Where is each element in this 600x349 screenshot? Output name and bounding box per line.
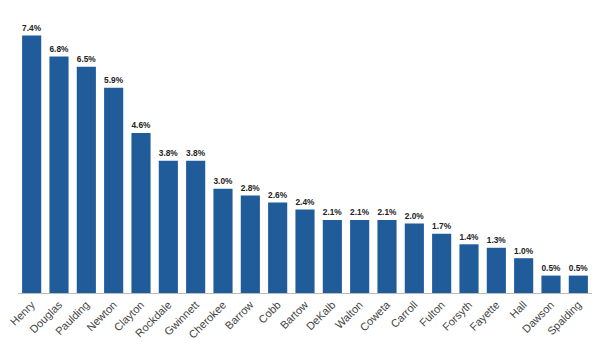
svg-text:2.6%: 2.6% xyxy=(268,190,288,200)
svg-text:Paulding: Paulding xyxy=(53,299,92,338)
svg-text:Coweta: Coweta xyxy=(357,298,392,333)
svg-text:Barrow: Barrow xyxy=(223,298,256,331)
svg-text:Clayton: Clayton xyxy=(111,299,146,334)
svg-text:3.8%: 3.8% xyxy=(186,148,206,158)
svg-text:1.3%: 1.3% xyxy=(487,235,507,245)
svg-text:6.5%: 6.5% xyxy=(77,54,97,64)
svg-text:DeKalb: DeKalb xyxy=(304,299,338,333)
svg-text:Spalding: Spalding xyxy=(545,299,584,338)
svg-text:0.5%: 0.5% xyxy=(541,263,561,273)
svg-text:Cherokee: Cherokee xyxy=(186,299,228,341)
svg-text:1.7%: 1.7% xyxy=(432,221,452,231)
svg-text:Newton: Newton xyxy=(84,299,119,334)
svg-text:Forsyth: Forsyth xyxy=(440,299,474,333)
svg-text:Fulton: Fulton xyxy=(417,299,447,329)
svg-text:1.4%: 1.4% xyxy=(459,232,479,242)
svg-text:2.0%: 2.0% xyxy=(405,211,425,221)
svg-text:0.5%: 0.5% xyxy=(569,263,589,273)
svg-text:Hall: Hall xyxy=(507,299,529,321)
svg-text:2.1%: 2.1% xyxy=(350,207,370,217)
svg-text:1.0%: 1.0% xyxy=(514,246,534,256)
svg-text:2.4%: 2.4% xyxy=(295,197,315,207)
svg-text:Douglas: Douglas xyxy=(27,298,64,335)
svg-text:4.6%: 4.6% xyxy=(131,120,151,130)
svg-text:2.1%: 2.1% xyxy=(323,207,343,217)
svg-text:5.9%: 5.9% xyxy=(104,75,124,85)
svg-text:2.8%: 2.8% xyxy=(241,183,261,193)
svg-text:Carroll: Carroll xyxy=(388,299,419,330)
svg-text:Cobb: Cobb xyxy=(256,299,283,326)
svg-text:Walton: Walton xyxy=(333,299,365,331)
svg-text:Rockdale: Rockdale xyxy=(133,299,174,340)
svg-text:Fayette: Fayette xyxy=(467,299,501,333)
svg-text:Gwinnett: Gwinnett xyxy=(162,299,201,338)
svg-text:3.8%: 3.8% xyxy=(159,148,179,158)
svg-text:3.0%: 3.0% xyxy=(213,176,233,186)
svg-text:2.1%: 2.1% xyxy=(377,207,397,217)
svg-text:Bartow: Bartow xyxy=(278,298,311,331)
svg-text:6.8%: 6.8% xyxy=(49,44,69,54)
svg-text:Henry: Henry xyxy=(8,298,38,328)
svg-text:7.4%: 7.4% xyxy=(22,23,42,33)
svg-text:Dawson: Dawson xyxy=(520,299,557,336)
